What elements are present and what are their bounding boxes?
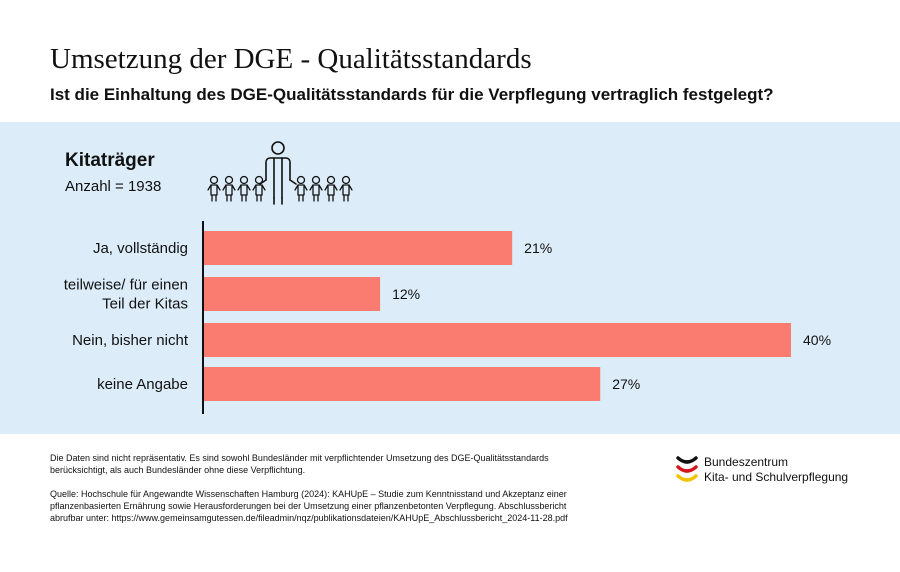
bar-value-label-1: 12% — [392, 286, 420, 302]
header: Umsetzung der DGE - Qualitätsstandards I… — [0, 0, 900, 122]
logo: Bundeszentrum Kita- und Schulverpflegung — [676, 452, 866, 486]
source-line: Quelle: Hochschule für Angewandte Wissen… — [50, 489, 567, 499]
logo-line-1: Bundeszentrum — [704, 455, 789, 469]
bar-value-label-2: 40% — [803, 332, 831, 348]
category-label-3: keine Angabe — [97, 376, 188, 393]
page-subtitle: Ist die Einhaltung des DGE-Qualitätsstan… — [50, 85, 774, 104]
source-line: pflanzenbasierten Ernährung sowie Heraus… — [50, 501, 567, 511]
category-label-line: Ja, vollständig — [93, 240, 188, 257]
category-label-line: Teil der Kitas — [102, 296, 188, 313]
bar-chart: 21% Ja, vollständig 12% teilweise/ für eine… — [64, 221, 831, 414]
source-line: abrufbar unter: https://www.gemeinsamgut… — [50, 513, 568, 523]
bar-value-label-0: 21% — [524, 240, 552, 256]
category-label-line: Nein, bisher nicht — [72, 332, 189, 349]
bar-2 — [204, 323, 791, 357]
note-line: Die Daten sind nicht repräsentativ. Es s… — [50, 453, 549, 463]
category-label-line: keine Angabe — [97, 376, 188, 393]
page-title: Umsetzung der DGE - Qualitätsstandards — [50, 43, 532, 75]
category-label-line: teilweise/ für einen — [64, 277, 188, 294]
bar-1 — [204, 277, 381, 311]
logo-line-2: Kita- und Schulverpflegung — [704, 470, 849, 484]
bar-3 — [204, 367, 601, 401]
source-text: Quelle: Hochschule für Angewandte Wissen… — [50, 488, 630, 524]
children-with-adult-icon — [207, 141, 353, 205]
group-count: Anzahl = 1938 — [65, 178, 162, 195]
bar-value-label-3: 27% — [612, 376, 640, 392]
category-label-0: Ja, vollständig — [93, 240, 188, 257]
group-label: Kitaträger — [65, 150, 155, 171]
category-label-1: teilweise/ für einen Teil der Kitas — [64, 277, 188, 313]
category-label-2: Nein, bisher nicht — [72, 332, 189, 349]
flag-arc-logo-icon — [676, 456, 698, 482]
note-text: Die Daten sind nicht repräsentativ. Es s… — [50, 452, 610, 476]
bar-0 — [204, 231, 513, 265]
note-line: berücksichtigt, als auch Bundesländer oh… — [50, 465, 306, 475]
